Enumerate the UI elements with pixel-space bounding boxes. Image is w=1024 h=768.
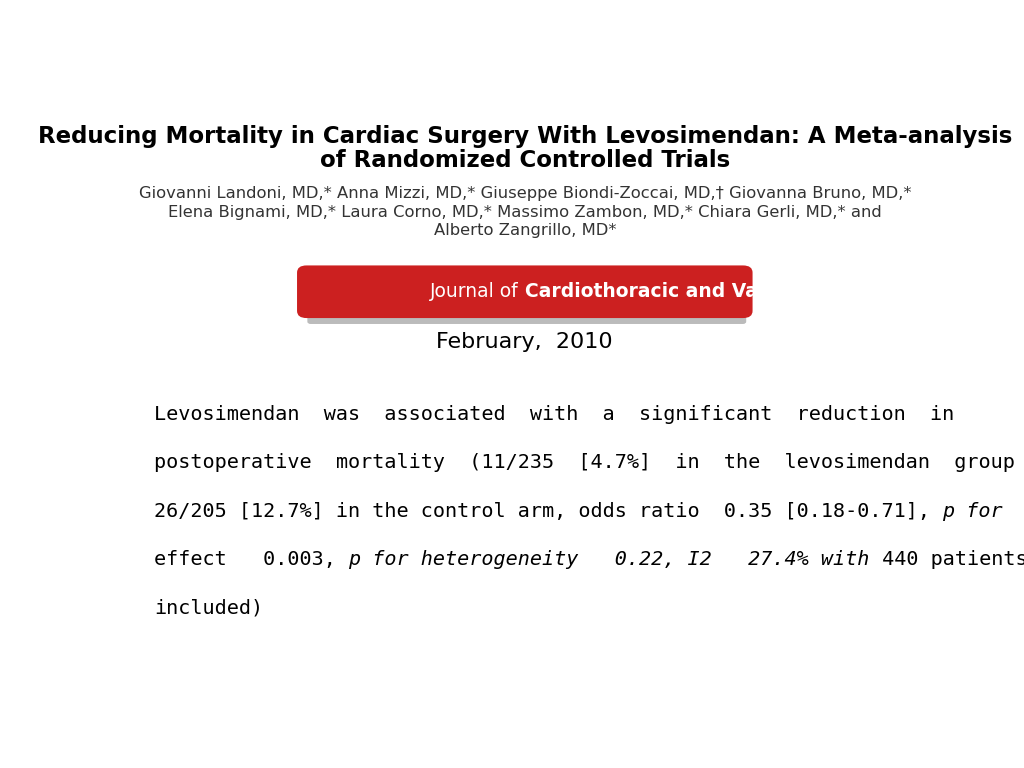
FancyBboxPatch shape — [307, 306, 746, 324]
Text: Levosimendan  was  associated  with  a  significant  reduction  in: Levosimendan was associated with a signi… — [155, 405, 954, 424]
Text: p for: p for — [942, 502, 1002, 521]
Text: of Randomized Controlled Trials: of Randomized Controlled Trials — [319, 149, 730, 172]
FancyBboxPatch shape — [297, 266, 753, 318]
Text: Giovanni Landoni, MD,* Anna Mizzi, MD,* Giuseppe Biondi-Zoccai, MD,† Giovanna Br: Giovanni Landoni, MD,* Anna Mizzi, MD,* … — [138, 187, 911, 201]
Text: postoperative  mortality  (11/235  [4.7%]  in  the  levosimendan  group: postoperative mortality (11/235 [4.7%] i… — [155, 453, 1024, 472]
Text: Alberto Zangrillo, MD*: Alberto Zangrillo, MD* — [433, 223, 616, 238]
Text: Journal of: Journal of — [430, 283, 524, 301]
Text: included): included) — [155, 599, 263, 618]
Text: p for heterogeneity   0.22, I2   27.4% with: p for heterogeneity 0.22, I2 27.4% with — [348, 551, 869, 569]
Text: Cardiothoracic and Vascular Anesthesia: Cardiothoracic and Vascular Anesthesia — [524, 283, 945, 301]
Text: Reducing Mortality in Cardiac Surgery With Levosimendan: A Meta-analysis: Reducing Mortality in Cardiac Surgery Wi… — [38, 125, 1012, 148]
Text: February,  2010: February, 2010 — [436, 333, 613, 353]
Text: 26/205 [12.7%] in the control arm, odds ratio  0.35 [0.18-0.71],: 26/205 [12.7%] in the control arm, odds … — [155, 502, 942, 521]
Text: 440 patients: 440 patients — [869, 551, 1024, 569]
Text: effect   0.003,: effect 0.003, — [155, 551, 348, 569]
Text: Elena Bignami, MD,* Laura Corno, MD,* Massimo Zambon, MD,* Chiara Gerli, MD,* an: Elena Bignami, MD,* Laura Corno, MD,* Ma… — [168, 205, 882, 220]
